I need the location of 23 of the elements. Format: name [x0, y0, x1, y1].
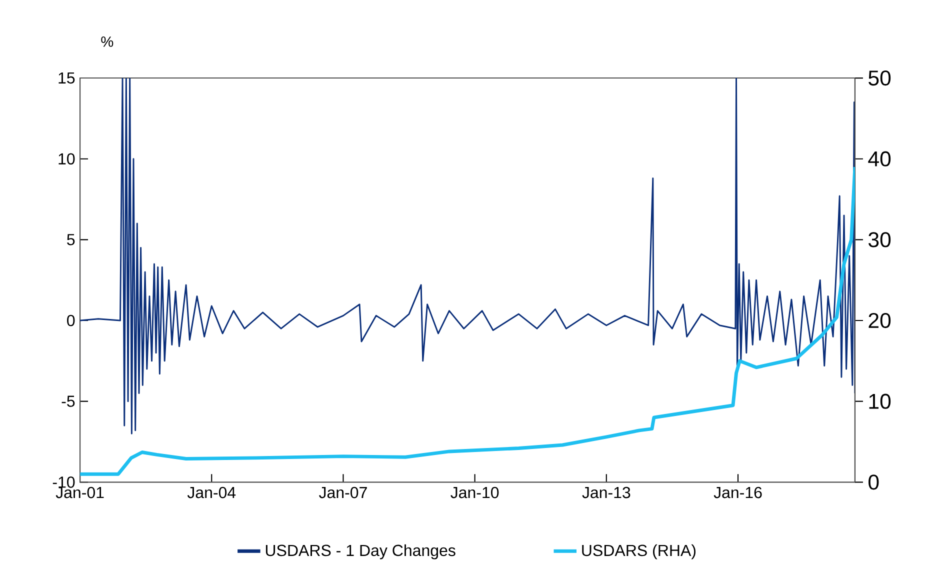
y2-tick-label: 20: [868, 312, 891, 328]
y2-tick-label: 50: [868, 70, 891, 86]
line-series: [80, 165, 855, 476]
y-tick-label: 5: [67, 234, 75, 246]
x-tick-label: Jan-04: [187, 486, 236, 498]
y-tick-label: 10: [58, 153, 75, 164]
y2-tick-label: 10: [869, 394, 891, 409]
x-tick-label: Jan-13: [582, 486, 630, 498]
line-series: [80, 78, 855, 434]
x-tick-label: Jan-10: [450, 486, 499, 498]
y-tick-label: -10: [52, 476, 75, 488]
y-tick-label: 0: [67, 314, 75, 326]
y-tick-label: 15: [58, 72, 75, 84]
y-axis-title: %: [101, 36, 114, 47]
legend-label: USDARS - 1 Day Changes: [266, 544, 456, 560]
legend-label: USDARS (RHA): [582, 544, 696, 560]
y2-tick-label: 30: [868, 232, 891, 248]
y2-tick-label: 0: [868, 474, 879, 490]
x-tick-label: Jan-07: [319, 486, 367, 498]
x-tick-label: Jan-01: [56, 486, 104, 498]
x-tick-label: Jan-16: [714, 486, 762, 498]
y2-tick-label: 40: [868, 151, 891, 166]
y-tick-label: -5: [62, 396, 75, 407]
